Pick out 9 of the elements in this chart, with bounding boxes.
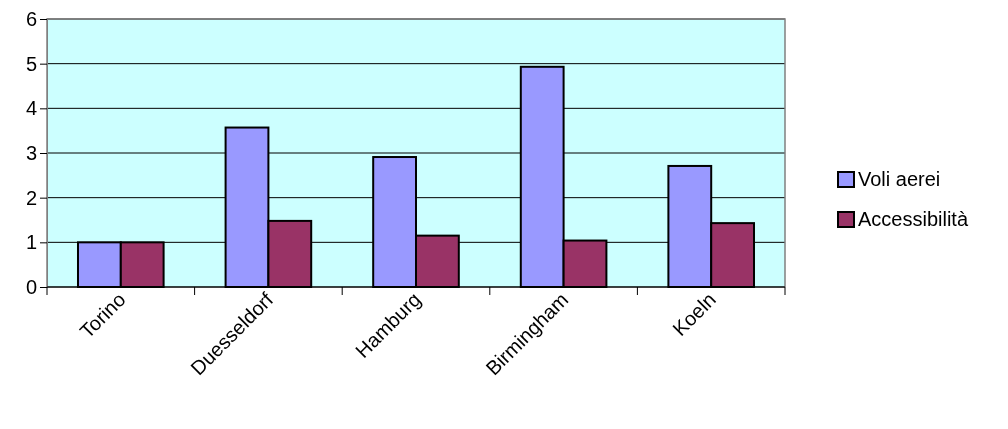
y-tick-label: 0 [25, 275, 37, 298]
y-tick-label: 3 [25, 141, 37, 164]
y-tick-label: 2 [25, 186, 37, 209]
y-tick-label: 5 [25, 52, 37, 75]
legend-label: Voli aerei [858, 168, 941, 190]
legend-label: Accessibilità [858, 208, 969, 230]
y-tick-label: 4 [25, 97, 37, 120]
y-tick-label: 1 [25, 231, 37, 254]
y-tick-label: 6 [25, 7, 37, 30]
